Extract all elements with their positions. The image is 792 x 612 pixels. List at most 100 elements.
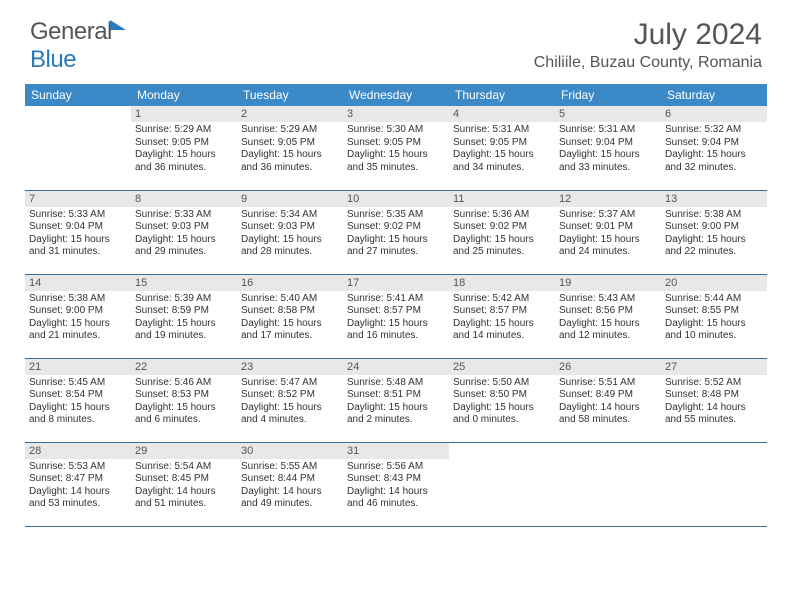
day-details: Sunrise: 5:42 AMSunset: 8:57 PMDaylight:… [449,291,555,345]
daylight-text-1: Daylight: 14 hours [665,402,763,415]
daylight-text-1: Daylight: 15 hours [135,402,233,415]
title-block: July 2024 Chiliile, Buzau County, Romani… [534,18,762,72]
sunset-text: Sunset: 9:04 PM [559,137,657,150]
sunset-text: Sunset: 8:51 PM [347,389,445,402]
day-number: 11 [449,191,555,207]
sunrise-text: Sunrise: 5:31 AM [453,124,551,137]
daylight-text-1: Daylight: 15 hours [453,402,551,415]
day-details: Sunrise: 5:35 AMSunset: 9:02 PMDaylight:… [343,207,449,261]
weekday-header: Tuesday [237,84,343,106]
daylight-text-1: Daylight: 14 hours [241,486,339,499]
calendar-day-cell: 19Sunrise: 5:43 AMSunset: 8:56 PMDayligh… [555,274,661,358]
daylight-text-1: Daylight: 15 hours [29,234,127,247]
calendar-day-cell: 20Sunrise: 5:44 AMSunset: 8:55 PMDayligh… [661,274,767,358]
day-details: Sunrise: 5:38 AMSunset: 9:00 PMDaylight:… [661,207,767,261]
daylight-text-2: and 33 minutes. [559,162,657,175]
daylight-text-2: and 32 minutes. [665,162,763,175]
sunset-text: Sunset: 9:04 PM [29,221,127,234]
daylight-text-1: Daylight: 14 hours [29,486,127,499]
day-number: 6 [661,106,767,122]
sunrise-text: Sunrise: 5:50 AM [453,377,551,390]
calendar-day-cell: 28Sunrise: 5:53 AMSunset: 8:47 PMDayligh… [25,442,131,526]
sunset-text: Sunset: 8:43 PM [347,473,445,486]
calendar-day-cell: 6Sunrise: 5:32 AMSunset: 9:04 PMDaylight… [661,106,767,190]
daylight-text-2: and 46 minutes. [347,498,445,511]
daylight-text-2: and 4 minutes. [241,414,339,427]
calendar-day-cell: 30Sunrise: 5:55 AMSunset: 8:44 PMDayligh… [237,442,343,526]
daylight-text-2: and 55 minutes. [665,414,763,427]
weekday-header: Friday [555,84,661,106]
calendar-day-cell: 3Sunrise: 5:30 AMSunset: 9:05 PMDaylight… [343,106,449,190]
calendar-day-cell: 26Sunrise: 5:51 AMSunset: 8:49 PMDayligh… [555,358,661,442]
sunrise-text: Sunrise: 5:54 AM [135,461,233,474]
daylight-text-2: and 10 minutes. [665,330,763,343]
sunrise-text: Sunrise: 5:48 AM [347,377,445,390]
day-number: 13 [661,191,767,207]
day-details: Sunrise: 5:40 AMSunset: 8:58 PMDaylight:… [237,291,343,345]
day-number: 25 [449,359,555,375]
day-number: 3 [343,106,449,122]
daylight-text-2: and 14 minutes. [453,330,551,343]
calendar-day-cell: 16Sunrise: 5:40 AMSunset: 8:58 PMDayligh… [237,274,343,358]
day-details: Sunrise: 5:33 AMSunset: 9:04 PMDaylight:… [25,207,131,261]
calendar-day-cell: 22Sunrise: 5:46 AMSunset: 8:53 PMDayligh… [131,358,237,442]
day-number: 2 [237,106,343,122]
calendar-week-row: 21Sunrise: 5:45 AMSunset: 8:54 PMDayligh… [25,358,767,442]
sunrise-text: Sunrise: 5:51 AM [559,377,657,390]
calendar-day-cell: 5Sunrise: 5:31 AMSunset: 9:04 PMDaylight… [555,106,661,190]
weekday-header: Monday [131,84,237,106]
sunrise-text: Sunrise: 5:38 AM [665,209,763,222]
day-number: 27 [661,359,767,375]
sunrise-text: Sunrise: 5:34 AM [241,209,339,222]
day-details: Sunrise: 5:51 AMSunset: 8:49 PMDaylight:… [555,375,661,429]
calendar-day-cell: 24Sunrise: 5:48 AMSunset: 8:51 PMDayligh… [343,358,449,442]
calendar-day-cell: 31Sunrise: 5:56 AMSunset: 8:43 PMDayligh… [343,442,449,526]
month-title: July 2024 [534,18,762,52]
calendar-day-cell: 13Sunrise: 5:38 AMSunset: 9:00 PMDayligh… [661,190,767,274]
daylight-text-1: Daylight: 15 hours [559,149,657,162]
day-number: 17 [343,275,449,291]
calendar-day-cell: 11Sunrise: 5:36 AMSunset: 9:02 PMDayligh… [449,190,555,274]
sunset-text: Sunset: 8:57 PM [453,305,551,318]
sunrise-text: Sunrise: 5:36 AM [453,209,551,222]
daylight-text-1: Daylight: 15 hours [453,234,551,247]
day-number: 28 [25,443,131,459]
day-details: Sunrise: 5:56 AMSunset: 8:43 PMDaylight:… [343,459,449,513]
day-details: Sunrise: 5:54 AMSunset: 8:45 PMDaylight:… [131,459,237,513]
daylight-text-2: and 0 minutes. [453,414,551,427]
daylight-text-1: Daylight: 15 hours [29,318,127,331]
day-details: Sunrise: 5:34 AMSunset: 9:03 PMDaylight:… [237,207,343,261]
day-details: Sunrise: 5:50 AMSunset: 8:50 PMDaylight:… [449,375,555,429]
sunset-text: Sunset: 8:57 PM [347,305,445,318]
day-details: Sunrise: 5:45 AMSunset: 8:54 PMDaylight:… [25,375,131,429]
calendar-day-cell: 29Sunrise: 5:54 AMSunset: 8:45 PMDayligh… [131,442,237,526]
day-details: Sunrise: 5:32 AMSunset: 9:04 PMDaylight:… [661,122,767,176]
daylight-text-1: Daylight: 15 hours [241,149,339,162]
calendar-day-cell: 12Sunrise: 5:37 AMSunset: 9:01 PMDayligh… [555,190,661,274]
day-details: Sunrise: 5:39 AMSunset: 8:59 PMDaylight:… [131,291,237,345]
daylight-text-2: and 17 minutes. [241,330,339,343]
sunset-text: Sunset: 8:55 PM [665,305,763,318]
sunset-text: Sunset: 8:47 PM [29,473,127,486]
brand-part2: Blue [30,46,76,73]
daylight-text-2: and 35 minutes. [347,162,445,175]
sunset-text: Sunset: 9:04 PM [665,137,763,150]
sunset-text: Sunset: 8:45 PM [135,473,233,486]
sunset-text: Sunset: 9:00 PM [665,221,763,234]
daylight-text-1: Daylight: 14 hours [559,402,657,415]
sunset-text: Sunset: 8:49 PM [559,389,657,402]
calendar-week-row: 14Sunrise: 5:38 AMSunset: 9:00 PMDayligh… [25,274,767,358]
daylight-text-1: Daylight: 15 hours [453,318,551,331]
calendar-body: 1Sunrise: 5:29 AMSunset: 9:05 PMDaylight… [25,106,767,526]
sunrise-text: Sunrise: 5:52 AM [665,377,763,390]
sunrise-text: Sunrise: 5:56 AM [347,461,445,474]
day-number: 15 [131,275,237,291]
calendar-day-cell: 21Sunrise: 5:45 AMSunset: 8:54 PMDayligh… [25,358,131,442]
daylight-text-2: and 25 minutes. [453,246,551,259]
daylight-text-1: Daylight: 15 hours [665,149,763,162]
day-number: 16 [237,275,343,291]
sunset-text: Sunset: 9:05 PM [135,137,233,150]
sunset-text: Sunset: 9:00 PM [29,305,127,318]
day-number: 26 [555,359,661,375]
day-number: 20 [661,275,767,291]
